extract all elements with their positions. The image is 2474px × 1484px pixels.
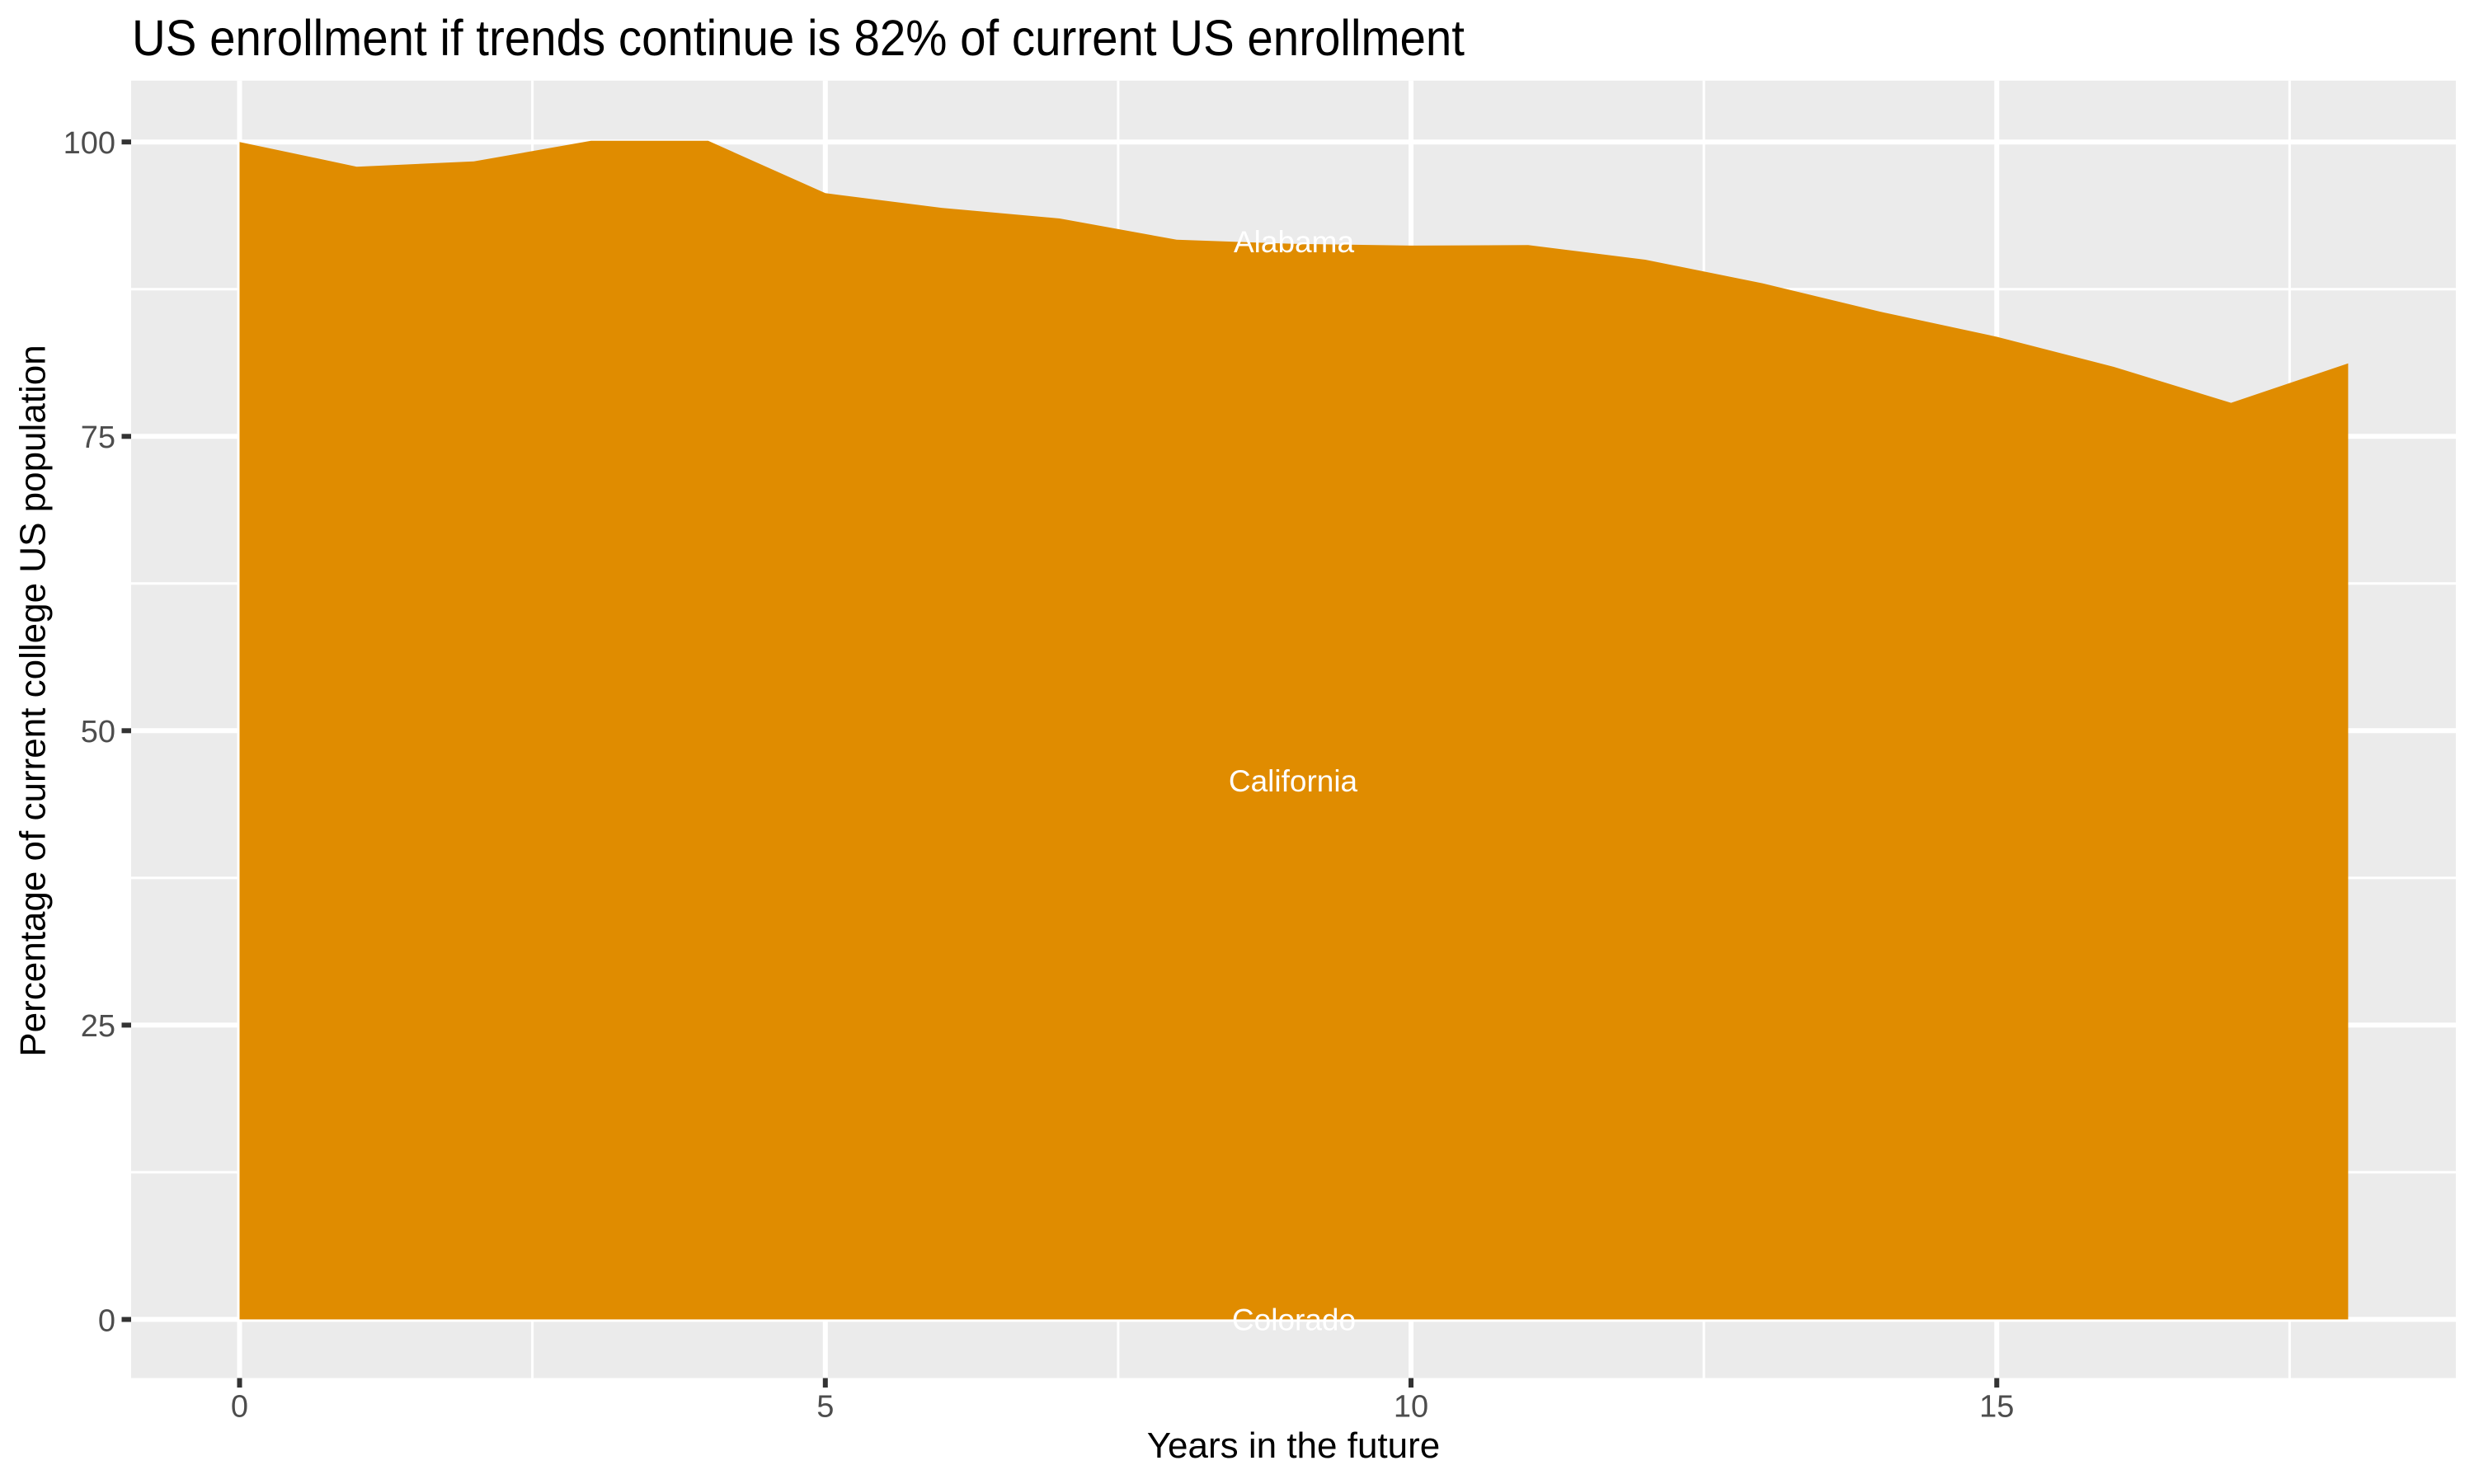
svg-text:100: 100 — [63, 126, 115, 161]
svg-text:50: 50 — [81, 715, 115, 749]
svg-text:Years in the future: Years in the future — [1147, 1425, 1441, 1466]
svg-text:California: California — [1229, 764, 1358, 798]
svg-text:Alabama: Alabama — [1234, 225, 1354, 259]
svg-text:US enrollment if trends contin: US enrollment if trends continue is 82% … — [132, 10, 1465, 66]
svg-text:5: 5 — [816, 1390, 834, 1425]
svg-text:0: 0 — [231, 1390, 248, 1425]
svg-text:0: 0 — [98, 1303, 115, 1338]
svg-text:Colorado: Colorado — [1232, 1303, 1356, 1337]
svg-text:25: 25 — [81, 1009, 115, 1044]
svg-text:75: 75 — [81, 420, 115, 455]
svg-text:Percentage of current college: Percentage of current college US populat… — [13, 345, 54, 1056]
svg-text:15: 15 — [1979, 1390, 2014, 1425]
svg-text:10: 10 — [1394, 1390, 1428, 1425]
